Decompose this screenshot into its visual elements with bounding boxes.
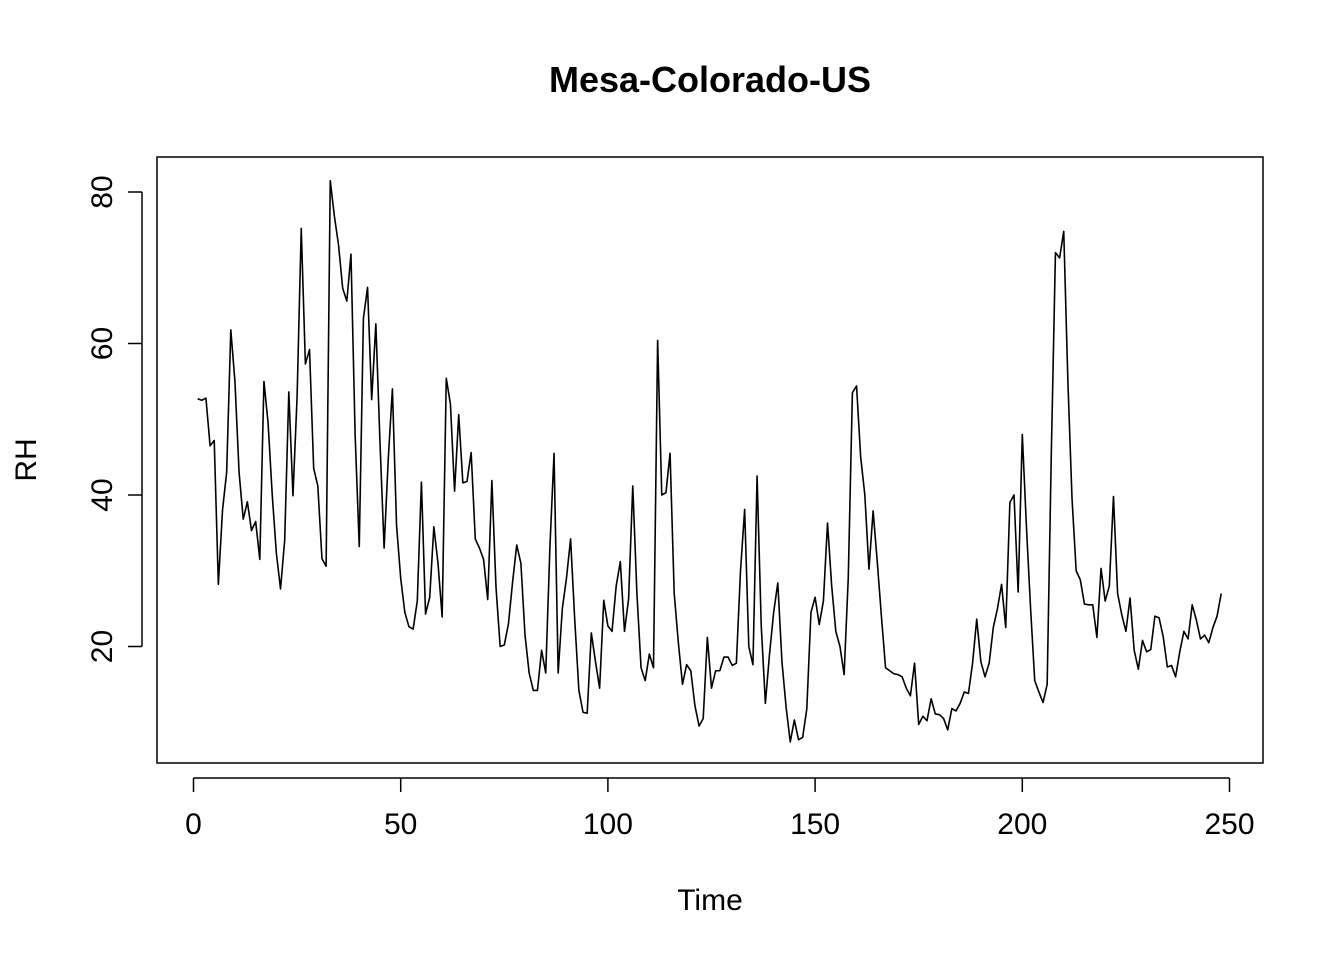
y-tick-label: 40 xyxy=(86,478,119,511)
y-tick-label: 80 xyxy=(86,175,119,208)
chart-title: Mesa-Colorado-US xyxy=(549,59,871,100)
series-line-rh xyxy=(197,179,1222,743)
x-tick-label: 0 xyxy=(185,808,202,841)
x-tick-label: 250 xyxy=(1204,808,1254,841)
x-tick-label: 150 xyxy=(790,808,840,841)
x-tick-label: 200 xyxy=(997,808,1047,841)
y-tick-label: 20 xyxy=(86,630,119,663)
x-tick-label: 100 xyxy=(583,808,633,841)
x-tick-label: 50 xyxy=(384,808,417,841)
x-axis: 0 50 100 150 200 250 xyxy=(185,777,1255,841)
plot-frame xyxy=(156,156,1264,764)
x-axis-label: Time xyxy=(677,884,743,917)
y-tick-label: 60 xyxy=(86,327,119,360)
y-axis-label: RH xyxy=(10,438,43,481)
y-axis: 20 40 60 80 xyxy=(86,175,143,663)
